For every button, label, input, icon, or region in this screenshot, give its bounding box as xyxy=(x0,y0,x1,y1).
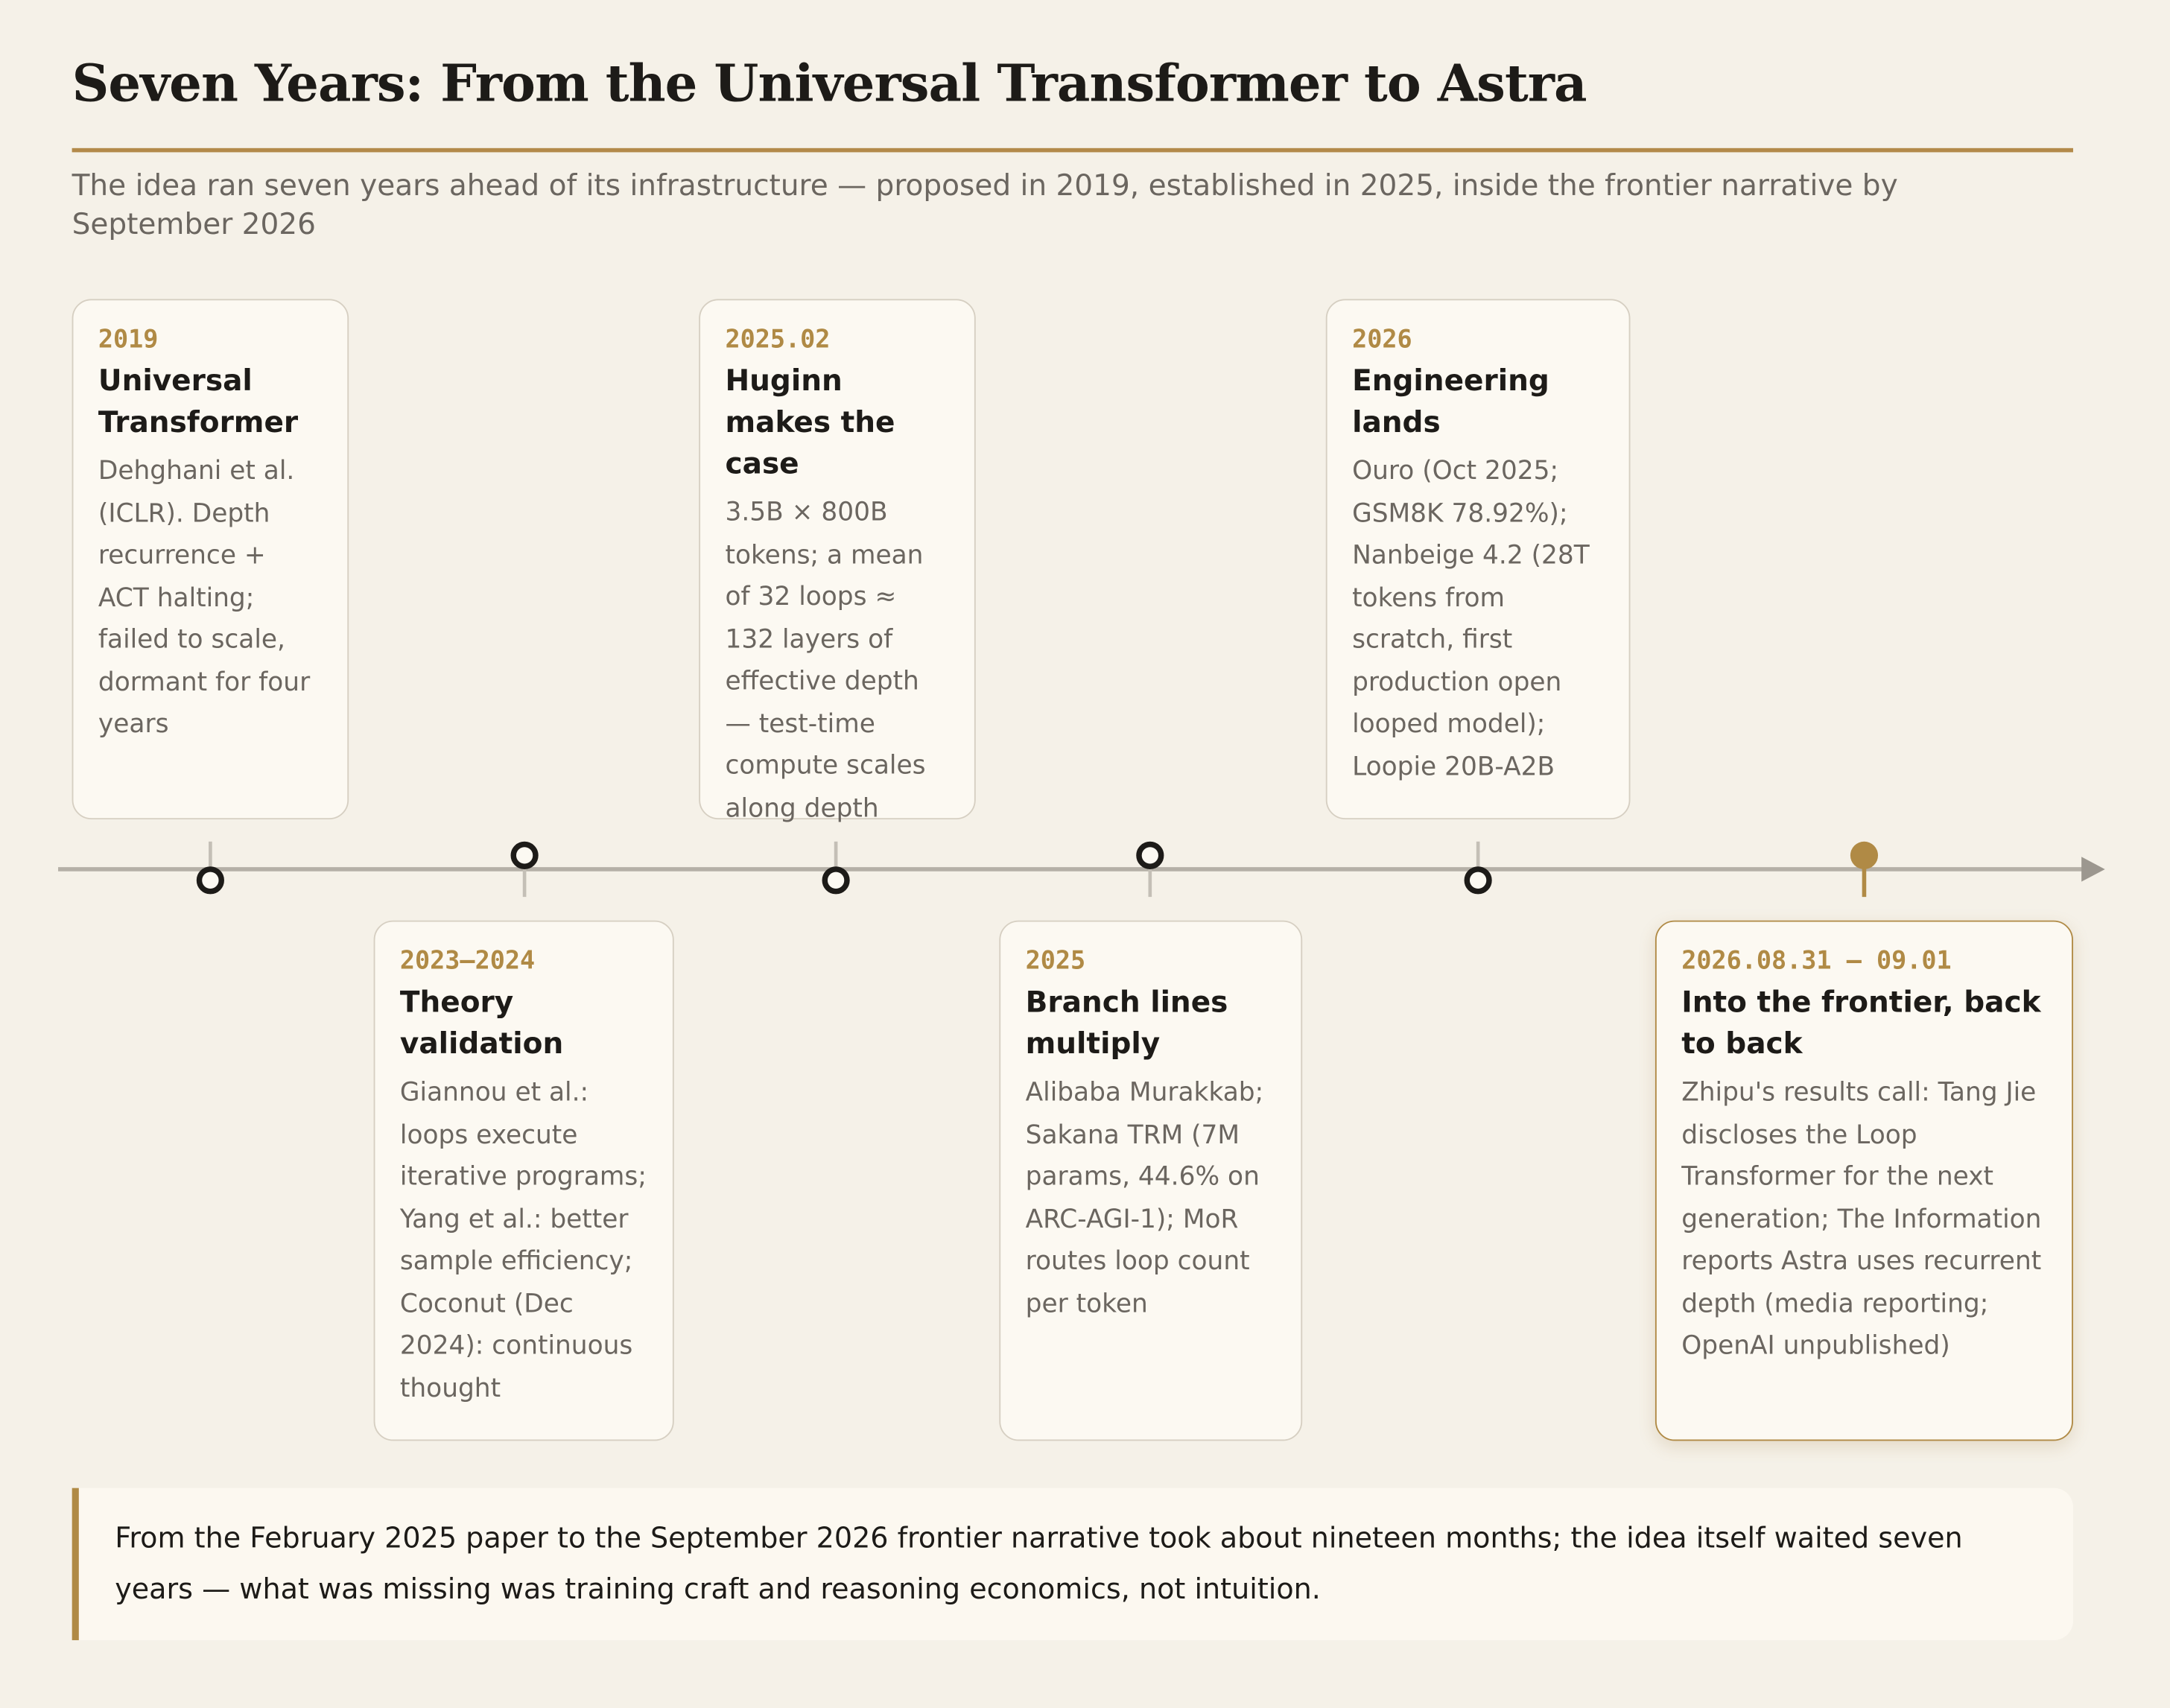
event-card: 2026 Engineering lands Ouro (Oct 2025; GSM… xyxy=(1325,299,1631,820)
event-card: 2025 Branch lines multiply Alibaba Murakka… xyxy=(999,920,1303,1441)
marker xyxy=(1850,841,1879,869)
event-title: Theory validation xyxy=(399,985,564,1061)
footnote: From the February 2025 paper to the Sept… xyxy=(72,1488,2073,1640)
event-date: 2019 xyxy=(98,325,159,355)
event-date: 2025.02 xyxy=(725,325,831,355)
title-rule xyxy=(72,147,2073,153)
marker xyxy=(1136,841,1164,869)
event-body: Dehghani et al. (ICLR). Depth recurrence… xyxy=(98,457,311,740)
event-date: 2026.08.31 – 09.01 xyxy=(1681,947,1952,977)
marker xyxy=(196,866,224,895)
event-card: 2019 Universal Transformer Dehghani et al.… xyxy=(72,299,349,820)
event-card: 2023–2024 Theory validation Giannou et al.… xyxy=(373,920,674,1441)
event-title: Branch lines multiply xyxy=(1025,985,1228,1061)
subtitle: The idea ran seven years ahead of its in… xyxy=(72,168,1898,241)
marker xyxy=(1464,866,1492,895)
event-body: Zhipu's results call: Tang Jie discloses… xyxy=(1681,1078,2042,1361)
event-title: Universal Transformer xyxy=(98,363,299,439)
event-date: 2023–2024 xyxy=(399,947,536,977)
marker xyxy=(510,841,539,869)
event-title: Into the frontier, back to back xyxy=(1681,985,2041,1061)
event-title: Huginn makes the case xyxy=(725,363,895,480)
event-date: 2025 xyxy=(1025,947,1086,977)
marker xyxy=(822,866,850,895)
axis-arrow xyxy=(2081,857,2105,882)
event-body: 3.5B × 800B tokens; a mean of 32 loops ≈… xyxy=(725,498,926,823)
event-title: Engineering lands xyxy=(1352,363,1549,439)
event-date: 2026 xyxy=(1352,325,1412,355)
title: Seven Years: From the Universal Transfor… xyxy=(72,52,1587,114)
event-body: Giannou et al.: loops execute iterative … xyxy=(399,1078,647,1403)
event-card: 2025.02 Huginn makes the case 3.5B × 800B … xyxy=(699,299,976,823)
event-body: Alibaba Murakkab; Sakana TRM (7M params,… xyxy=(1025,1078,1264,1318)
event-body: Ouro (Oct 2025; GSM8K 78.92%); Nanbeige … xyxy=(1352,457,1590,781)
event-card: 2026.08.31 – 09.01 Into the frontier, bac… xyxy=(1655,920,2073,1441)
